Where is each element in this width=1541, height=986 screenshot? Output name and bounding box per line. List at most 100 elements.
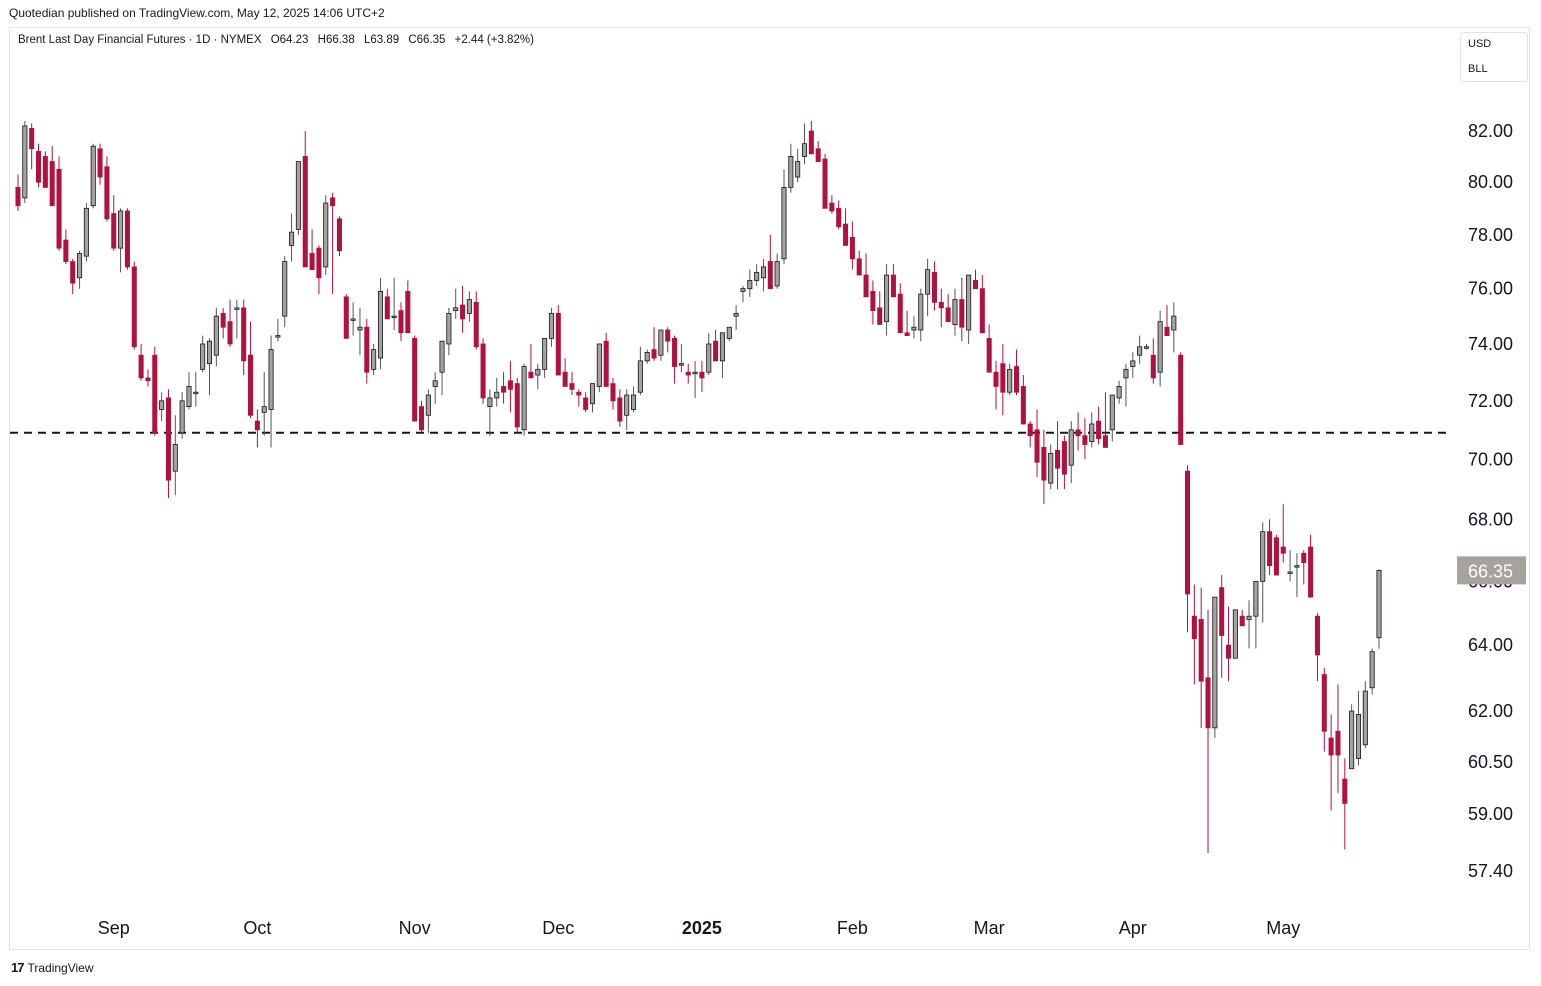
candle-body xyxy=(603,340,609,387)
candle-body xyxy=(795,161,801,178)
candle-body xyxy=(1020,386,1026,425)
brand-name: TradingView xyxy=(27,960,94,975)
candle-body xyxy=(507,380,513,390)
candle-body xyxy=(911,326,917,331)
candle-body xyxy=(583,397,589,410)
candle-body xyxy=(733,312,739,317)
candle-body xyxy=(111,213,117,249)
candle-body xyxy=(897,293,903,334)
candle-body xyxy=(200,343,206,370)
candle-body xyxy=(289,231,295,246)
candle-body xyxy=(275,335,281,338)
y-axis-tick-label: 80.00 xyxy=(1468,172,1513,192)
unit-code: BLL xyxy=(1468,63,1488,75)
currency-selector[interactable]: USD BLL xyxy=(1460,32,1528,82)
candle-body xyxy=(740,288,746,292)
tradingview-logo-icon: 17 xyxy=(11,960,25,975)
candle-body xyxy=(1376,569,1382,639)
candle-body xyxy=(1048,452,1054,484)
candle-body xyxy=(966,274,972,331)
candle-body xyxy=(617,397,623,422)
change-value: +2.44 (+3.82%) xyxy=(454,34,534,46)
candle-body xyxy=(172,444,178,472)
candle-body xyxy=(1184,470,1191,595)
candle-body xyxy=(460,304,466,320)
candle-body xyxy=(15,187,21,207)
x-axis-month-label: 2025 xyxy=(682,918,722,938)
candle-body xyxy=(1335,730,1341,756)
candle-body xyxy=(1246,615,1252,620)
chart-frame[interactable] xyxy=(9,27,1530,950)
candle-body xyxy=(1362,690,1368,746)
candle-body xyxy=(77,253,83,279)
candle-body xyxy=(1068,429,1074,466)
candle-body xyxy=(856,258,862,276)
candle-body xyxy=(1164,326,1170,336)
y-axis-tick-label: 57.40 xyxy=(1468,861,1513,881)
open-value: O64.23 xyxy=(270,34,309,46)
candle-body xyxy=(767,261,773,290)
candle-body xyxy=(610,383,616,402)
candle-body xyxy=(1096,420,1102,440)
candle-body xyxy=(316,247,322,279)
candle-body xyxy=(343,296,349,339)
candle-body xyxy=(692,371,698,375)
candle-body xyxy=(1007,368,1013,393)
candle-body xyxy=(1041,447,1047,481)
x-axis-month-label: Dec xyxy=(542,918,574,938)
candle-body xyxy=(309,253,315,271)
x-axis-month-label: Sep xyxy=(98,918,130,938)
last-price-label: 66.35 xyxy=(1468,561,1513,581)
close-value: C66.35 xyxy=(408,34,446,46)
x-axis-month-label: Feb xyxy=(837,918,868,938)
symbol-legend: Brent Last Day Financial Futures · 1D · … xyxy=(18,34,534,46)
candle-body xyxy=(904,332,910,336)
candle-body xyxy=(1116,386,1122,399)
candle-body xyxy=(884,274,890,323)
candle-body xyxy=(952,299,958,325)
candle-body xyxy=(384,296,390,320)
candle-body xyxy=(165,397,171,481)
candle-body xyxy=(822,158,828,209)
candle-body xyxy=(268,349,274,410)
candle-body xyxy=(1109,394,1115,431)
candle-body xyxy=(405,290,411,334)
candle-body xyxy=(843,223,849,246)
low-value: L63.89 xyxy=(363,34,400,46)
candle-body xyxy=(836,207,842,228)
candle-body xyxy=(1102,435,1108,448)
candle-body xyxy=(97,148,103,178)
candle-body xyxy=(1301,552,1307,563)
candle-body xyxy=(179,400,185,434)
candle-body xyxy=(446,312,452,345)
candle-body xyxy=(412,337,418,422)
candle-body xyxy=(1150,354,1156,379)
candle-body xyxy=(1191,615,1197,640)
candle-body xyxy=(1287,571,1293,574)
candle-body xyxy=(42,156,48,188)
y-axis-tick-label: 76.00 xyxy=(1468,279,1513,299)
candle-body xyxy=(719,332,725,362)
candle-body xyxy=(931,271,937,303)
candle-body xyxy=(1034,429,1040,463)
y-axis-tick-label: 64.00 xyxy=(1468,635,1513,655)
candle-body xyxy=(555,312,561,376)
candle-body xyxy=(890,274,896,298)
candle-body xyxy=(651,349,657,359)
tradingview-brand[interactable]: 17 TradingView xyxy=(11,960,94,975)
y-axis-tick-label: 74.00 xyxy=(1468,334,1513,354)
candle-body xyxy=(398,310,404,334)
candle-body xyxy=(542,337,548,370)
candle-body xyxy=(350,318,356,321)
candle-body xyxy=(1171,315,1177,331)
candle-body xyxy=(528,371,534,379)
candle-body xyxy=(986,337,992,373)
candle-body xyxy=(726,326,732,339)
candle-body xyxy=(1314,615,1320,656)
candle-body xyxy=(685,371,691,376)
candle-body xyxy=(152,354,158,434)
candle-body xyxy=(501,386,507,393)
candle-body xyxy=(336,218,342,252)
candle-body xyxy=(35,150,42,183)
